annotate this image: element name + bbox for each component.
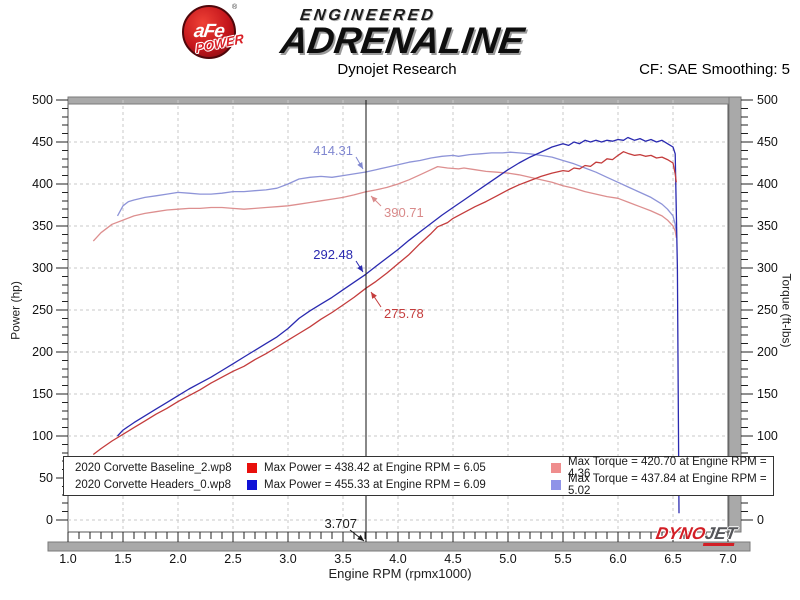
svg-text:4.5: 4.5 — [444, 552, 461, 566]
svg-text:450: 450 — [32, 135, 53, 149]
dyno-curves — [92, 136, 680, 514]
svg-text:7.0: 7.0 — [719, 552, 736, 566]
svg-text:500: 500 — [32, 93, 53, 107]
cursor-value-annotations: 414.31 390.71 292.48 275.78 3.707 — [313, 143, 424, 542]
torque-swatch-headers — [551, 479, 561, 490]
dynojet-logo: DYNOJET — [654, 524, 739, 546]
correction-factor-label: CF: SAE Smoothing: 5 — [639, 61, 790, 78]
legend-max-power-headers: Max Power = 455.33 at Engine RPM = 6.09 — [264, 478, 486, 491]
svg-text:350: 350 — [32, 219, 53, 233]
legend-max-power-baseline: Max Power = 438.42 at Engine RPM = 6.05 — [264, 461, 486, 474]
svg-text:100: 100 — [757, 429, 778, 443]
svg-text:400: 400 — [757, 177, 778, 191]
svg-text:390.71: 390.71 — [384, 205, 424, 220]
svg-text:2.0: 2.0 — [169, 552, 186, 566]
bottom-scrollbar[interactable] — [47, 541, 751, 552]
svg-text:1.5: 1.5 — [114, 552, 131, 566]
registered-mark: ® — [232, 4, 238, 11]
svg-text:400: 400 — [32, 177, 53, 191]
afe-power-logo: aFe — [182, 5, 236, 59]
torque-swatch-baseline — [551, 462, 561, 473]
x-axis-title: Engine RPM (rpmx1000) — [328, 566, 472, 581]
svg-text:150: 150 — [757, 387, 778, 401]
legend-max-torque-baseline: Max Torque = 420.70 at Engine RPM = 4.36 — [568, 455, 767, 480]
svg-text:350: 350 — [757, 219, 778, 233]
legend-max-torque-headers: Max Torque = 437.84 at Engine RPM = 5.02 — [568, 472, 767, 497]
dynojet-logo-dyno: DYNO — [654, 524, 707, 543]
svg-text:2.5: 2.5 — [224, 552, 241, 566]
power-swatch-baseline — [247, 462, 257, 473]
axis-ticks-and-labels: 1.0 1.5 2.0 2.5 3.0 3.5 4.0 4.5 5.0 5.5 6.0 6.5 7.0 0… — [32, 93, 778, 566]
svg-text:300: 300 — [757, 261, 778, 275]
svg-text:275.78: 275.78 — [384, 306, 424, 321]
svg-text:0: 0 — [46, 513, 53, 527]
brand-header: aFe ® POWER ENGINEERED ADRENALINE — [0, 0, 800, 61]
svg-text:6.0: 6.0 — [609, 552, 626, 566]
svg-text:3.5: 3.5 — [334, 552, 351, 566]
svg-text:200: 200 — [32, 345, 53, 359]
top-scrollbar[interactable] — [67, 96, 742, 105]
svg-text:500: 500 — [757, 93, 778, 107]
svg-text:200: 200 — [757, 345, 778, 359]
svg-text:6.5: 6.5 — [664, 552, 681, 566]
svg-text:3.707: 3.707 — [324, 516, 357, 531]
chart-title: Dynojet Research — [337, 61, 457, 78]
svg-text:450: 450 — [757, 135, 778, 149]
svg-text:0: 0 — [757, 513, 764, 527]
legend-row-headers: 2020 Corvette Headers_0.wp8 Max Power = … — [64, 473, 773, 497]
legend-file-baseline: 2020 Corvette Baseline_2.wp8 — [75, 461, 232, 474]
dynojet-logo-jet: JET — [703, 524, 739, 546]
svg-text:300: 300 — [32, 261, 53, 275]
svg-text:3.0: 3.0 — [279, 552, 296, 566]
svg-text:250: 250 — [32, 303, 53, 317]
legend-box: 2020 Corvette Baseline_2.wp8 Max Power =… — [63, 456, 774, 497]
legend-file-headers: 2020 Corvette Headers_0.wp8 — [75, 478, 231, 491]
svg-text:1.0: 1.0 — [59, 552, 76, 566]
svg-text:5.0: 5.0 — [499, 552, 516, 566]
svg-text:100: 100 — [32, 429, 53, 443]
svg-text:292.48: 292.48 — [313, 247, 353, 262]
svg-text:4.0: 4.0 — [389, 552, 406, 566]
svg-text:150: 150 — [32, 387, 53, 401]
right-scrollbar[interactable] — [728, 96, 742, 533]
svg-text:5.5: 5.5 — [554, 552, 571, 566]
legend-row-baseline: 2020 Corvette Baseline_2.wp8 Max Power =… — [64, 456, 773, 480]
svg-text:50: 50 — [39, 471, 53, 485]
svg-text:250: 250 — [757, 303, 778, 317]
svg-text:414.31: 414.31 — [313, 143, 353, 158]
power-swatch-headers — [247, 479, 257, 490]
